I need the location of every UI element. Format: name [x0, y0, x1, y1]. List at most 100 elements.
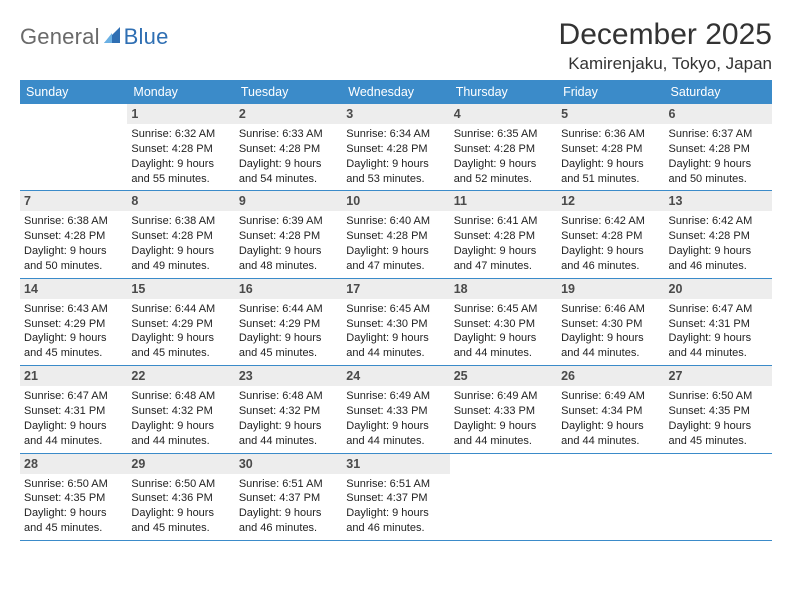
calendar-day-cell: 4Sunrise: 6:35 AMSunset: 4:28 PMDaylight… [450, 104, 557, 190]
daylight-text: Daylight: 9 hours and 47 minutes. [454, 244, 554, 274]
calendar-week-row: 7Sunrise: 6:38 AMSunset: 4:28 PMDaylight… [20, 191, 772, 278]
weekday-header: Wednesday [342, 80, 449, 104]
calendar-week-row: 1Sunrise: 6:32 AMSunset: 4:28 PMDaylight… [20, 104, 772, 191]
day-number: 19 [557, 279, 664, 299]
day-body: Sunrise: 6:49 AMSunset: 4:34 PMDaylight:… [557, 389, 664, 448]
sunrise-text: Sunrise: 6:39 AM [239, 214, 339, 229]
sunrise-text: Sunrise: 6:38 AM [131, 214, 231, 229]
sunset-text: Sunset: 4:28 PM [239, 142, 339, 157]
daylight-text: Daylight: 9 hours and 55 minutes. [131, 157, 231, 187]
day-body: Sunrise: 6:48 AMSunset: 4:32 PMDaylight:… [235, 389, 342, 448]
calendar-page: General Blue December 2025 Kamirenjaku, … [0, 0, 792, 612]
sunset-text: Sunset: 4:28 PM [346, 229, 446, 244]
day-body: Sunrise: 6:35 AMSunset: 4:28 PMDaylight:… [450, 127, 557, 186]
day-body: Sunrise: 6:50 AMSunset: 4:35 PMDaylight:… [20, 477, 127, 536]
day-body: Sunrise: 6:38 AMSunset: 4:28 PMDaylight:… [127, 214, 234, 273]
calendar-day-cell: 8Sunrise: 6:38 AMSunset: 4:28 PMDaylight… [127, 191, 234, 277]
calendar-week-row: 28Sunrise: 6:50 AMSunset: 4:35 PMDayligh… [20, 454, 772, 541]
sail-icon [102, 25, 122, 50]
day-number: 20 [665, 279, 772, 299]
daylight-text: Daylight: 9 hours and 44 minutes. [669, 331, 769, 361]
calendar-day-cell: 23 Sunrise: 6:48 AMSunset: 4:32 PMDayligh… [235, 366, 342, 452]
day-body: Sunrise: 6:37 AMSunset: 4:28 PMDaylight:… [665, 127, 772, 186]
sunrise-text: Sunrise: 6:36 AM [561, 127, 661, 142]
day-number: 27 [665, 366, 772, 386]
sunset-text: Sunset: 4:31 PM [24, 404, 124, 419]
calendar-day-cell: 13Sunrise: 6:42 AMSunset: 4:28 PMDayligh… [665, 191, 772, 277]
day-body: Sunrise: 6:45 AMSunset: 4:30 PMDaylight:… [342, 302, 449, 361]
daylight-text: Daylight: 9 hours and 44 minutes. [454, 331, 554, 361]
weekday-header: Thursday [450, 80, 557, 104]
daylight-text: Daylight: 9 hours and 44 minutes. [131, 419, 231, 449]
daylight-text: Daylight: 9 hours and 46 minutes. [239, 506, 339, 536]
calendar-day-cell: 16Sunrise: 6:44 AMSunset: 4:29 PMDayligh… [235, 279, 342, 365]
daylight-text: Daylight: 9 hours and 48 minutes. [239, 244, 339, 274]
calendar-day-cell: 5 Sunrise: 6:36 AMSunset: 4:28 PMDaylight… [557, 104, 664, 190]
location-subtitle: Kamirenjaku, Tokyo, Japan [559, 54, 772, 74]
sunset-text: Sunset: 4:36 PM [131, 491, 231, 506]
day-number: 1 [127, 104, 234, 124]
day-number: 3 [342, 104, 449, 124]
calendar-day-cell [20, 104, 127, 190]
calendar-day-cell: 7Sunrise: 6:38 AMSunset: 4:28 PMDaylight… [20, 191, 127, 277]
daylight-text: Daylight: 9 hours and 49 minutes. [131, 244, 231, 274]
sunset-text: Sunset: 4:32 PM [131, 404, 231, 419]
daylight-text: Daylight: 9 hours and 45 minutes. [669, 419, 769, 449]
day-number: 6 [665, 104, 772, 124]
sunset-text: Sunset: 4:31 PM [669, 317, 769, 332]
sunset-text: Sunset: 4:30 PM [561, 317, 661, 332]
weekday-header: Saturday [665, 80, 772, 104]
sunset-text: Sunset: 4:28 PM [454, 142, 554, 157]
sunset-text: Sunset: 4:33 PM [346, 404, 446, 419]
daylight-text: Daylight: 9 hours and 46 minutes. [561, 244, 661, 274]
title-block: December 2025 Kamirenjaku, Tokyo, Japan [559, 18, 772, 74]
day-body: Sunrise: 6:50 AMSunset: 4:35 PMDaylight:… [665, 389, 772, 448]
sunrise-text: Sunrise: 6:46 AM [561, 302, 661, 317]
calendar-day-cell: 22Sunrise: 6:48 AMSunset: 4:32 PMDayligh… [127, 366, 234, 452]
calendar-day-cell: 3Sunrise: 6:34 AMSunset: 4:28 PMDaylight… [342, 104, 449, 190]
day-body: Sunrise: 6:43 AMSunset: 4:29 PMDaylight:… [20, 302, 127, 361]
sunrise-text: Sunrise: 6:50 AM [24, 477, 124, 492]
day-body: Sunrise: 6:48 AMSunset: 4:32 PMDaylight:… [127, 389, 234, 448]
day-number: 2 [235, 104, 342, 124]
sunrise-text: Sunrise: 6:41 AM [454, 214, 554, 229]
sunrise-text: Sunrise: 6:51 AM [346, 477, 446, 492]
calendar-day-cell: 9Sunrise: 6:39 AMSunset: 4:28 PMDaylight… [235, 191, 342, 277]
sunset-text: Sunset: 4:30 PM [346, 317, 446, 332]
sunset-text: Sunset: 4:30 PM [454, 317, 554, 332]
weekday-header: Friday [557, 80, 664, 104]
sunset-text: Sunset: 4:35 PM [669, 404, 769, 419]
daylight-text: Daylight: 9 hours and 44 minutes. [346, 331, 446, 361]
day-number [557, 454, 664, 460]
sunrise-text: Sunrise: 6:44 AM [131, 302, 231, 317]
day-number: 9 [235, 191, 342, 211]
sunrise-text: Sunrise: 6:49 AM [454, 389, 554, 404]
daylight-text: Daylight: 9 hours and 45 minutes. [239, 331, 339, 361]
calendar-day-cell: 30Sunrise: 6:51 AMSunset: 4:37 PMDayligh… [235, 454, 342, 540]
sunrise-text: Sunrise: 6:51 AM [239, 477, 339, 492]
day-body: Sunrise: 6:47 AMSunset: 4:31 PMDaylight:… [20, 389, 127, 448]
sunrise-text: Sunrise: 6:49 AM [561, 389, 661, 404]
day-number: 18 [450, 279, 557, 299]
calendar-day-cell: 1Sunrise: 6:32 AMSunset: 4:28 PMDaylight… [127, 104, 234, 190]
weekday-header-row: Sunday Monday Tuesday Wednesday Thursday… [20, 80, 772, 104]
calendar-day-cell [557, 454, 664, 540]
day-number: 17 [342, 279, 449, 299]
daylight-text: Daylight: 9 hours and 46 minutes. [346, 506, 446, 536]
calendar-day-cell: 18Sunrise: 6:45 AMSunset: 4:30 PMDayligh… [450, 279, 557, 365]
day-number: 5 [557, 104, 664, 124]
calendar-day-cell: 29Sunrise: 6:50 AMSunset: 4:36 PMDayligh… [127, 454, 234, 540]
weekday-header: Tuesday [235, 80, 342, 104]
calendar-day-cell: 26Sunrise: 6:49 AMSunset: 4:34 PMDayligh… [557, 366, 664, 452]
day-body: Sunrise: 6:33 AMSunset: 4:28 PMDaylight:… [235, 127, 342, 186]
logo-text-general: General [20, 24, 100, 50]
day-number: 23 [235, 366, 342, 386]
day-body: Sunrise: 6:40 AMSunset: 4:28 PMDaylight:… [342, 214, 449, 273]
sunset-text: Sunset: 4:28 PM [669, 229, 769, 244]
day-number: 13 [665, 191, 772, 211]
sunset-text: Sunset: 4:28 PM [346, 142, 446, 157]
day-body: Sunrise: 6:36 AMSunset: 4:28 PMDaylight:… [557, 127, 664, 186]
calendar-day-cell: 24Sunrise: 6:49 AMSunset: 4:33 PMDayligh… [342, 366, 449, 452]
daylight-text: Daylight: 9 hours and 52 minutes. [454, 157, 554, 187]
sunset-text: Sunset: 4:28 PM [131, 142, 231, 157]
